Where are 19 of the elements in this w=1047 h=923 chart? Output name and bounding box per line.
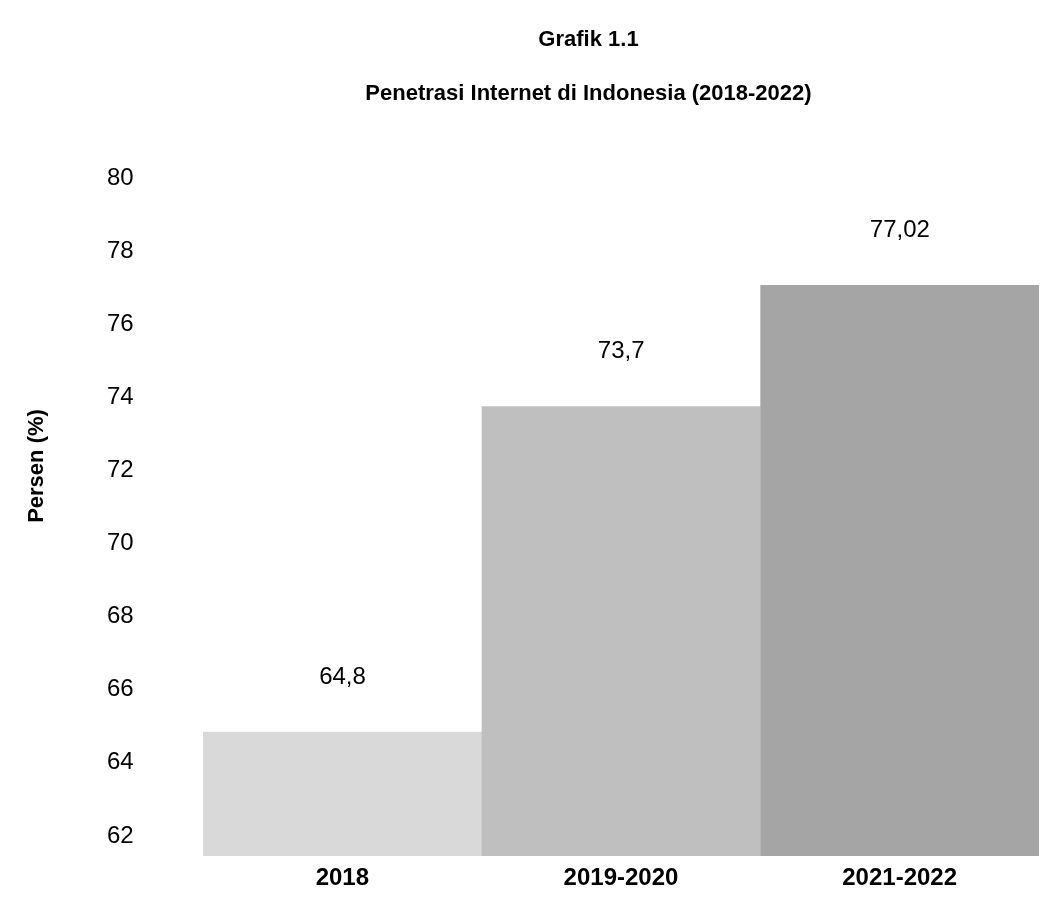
y-tick-label: 64: [107, 747, 134, 775]
y-tick-label: 68: [107, 601, 134, 629]
chart-title: Grafik 1.1: [537, 25, 640, 52]
x-tick-label: 2019-2020: [563, 863, 679, 891]
y-tick-label: 72: [107, 454, 134, 482]
data-label: 64,8: [319, 661, 366, 689]
y-tick-label: 62: [107, 820, 134, 848]
y-tick-label: 74: [107, 381, 134, 409]
y-tick-label: 76: [107, 308, 134, 336]
y-tick-label: 78: [107, 235, 134, 263]
x-tick-label: 2021-2022: [842, 863, 958, 891]
chart-subtitle: Penetrasi Internet di Indonesia (2018-2022): [364, 80, 813, 106]
y-tick-label: 66: [107, 674, 134, 702]
y-tick-label: 80: [107, 162, 134, 190]
x-tick-label: 2018: [315, 863, 370, 891]
y-axis-title: Persen (%): [23, 409, 49, 523]
y-tick-label: 70: [107, 528, 134, 556]
data-label: 77,02: [869, 214, 930, 242]
data-label: 73,7: [597, 336, 645, 364]
